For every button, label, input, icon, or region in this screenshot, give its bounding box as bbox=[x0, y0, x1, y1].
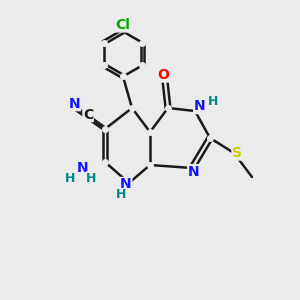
Text: N: N bbox=[69, 97, 80, 111]
Text: O: O bbox=[158, 68, 169, 82]
Text: N: N bbox=[194, 100, 205, 113]
Text: S: S bbox=[232, 146, 242, 160]
Text: N: N bbox=[77, 161, 88, 175]
Text: C: C bbox=[83, 108, 93, 122]
Text: H: H bbox=[116, 188, 127, 202]
Text: N: N bbox=[120, 178, 132, 191]
Text: H: H bbox=[65, 172, 76, 185]
Text: Cl: Cl bbox=[116, 18, 130, 32]
Text: H: H bbox=[208, 95, 218, 108]
Text: N: N bbox=[188, 165, 199, 178]
Text: H: H bbox=[86, 172, 97, 185]
